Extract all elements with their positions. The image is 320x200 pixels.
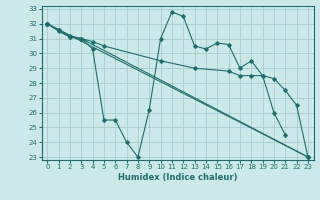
X-axis label: Humidex (Indice chaleur): Humidex (Indice chaleur) <box>118 173 237 182</box>
